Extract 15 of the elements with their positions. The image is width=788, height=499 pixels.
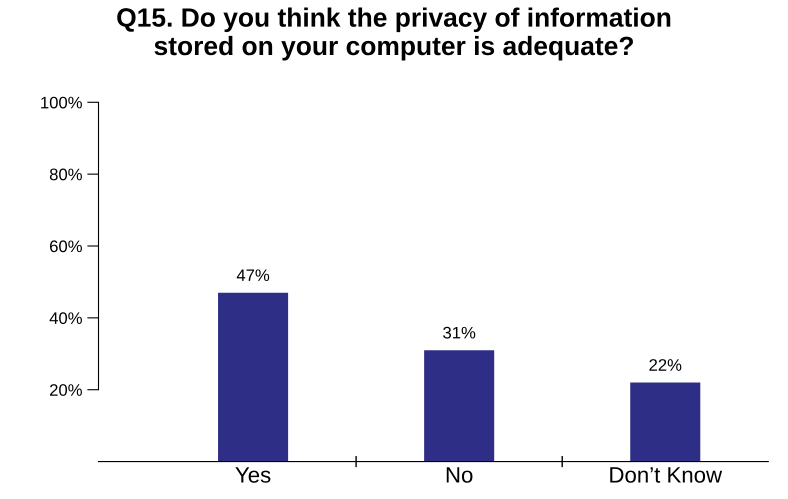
x-tick-label: Don’t Know	[610, 467, 722, 483]
y-tick-label: 20%	[50, 384, 82, 396]
y-tick-label: 60%	[50, 240, 82, 252]
bar	[218, 292, 288, 462]
chart-title: Q15. Do you think the privacy of information stored on your computer is adequate?	[117, 7, 670, 61]
bar	[424, 350, 494, 462]
y-tick-label: 100%	[41, 96, 82, 108]
x-tick-label: No	[446, 467, 472, 483]
y-tick-label: 80%	[50, 168, 82, 180]
data-label: 47%	[236, 269, 270, 282]
bar	[630, 382, 700, 462]
data-label: 22%	[649, 359, 682, 371]
x-tick-label: Yes	[235, 467, 270, 483]
data-label: 31%	[443, 326, 476, 339]
y-tick-label: 40%	[50, 312, 82, 324]
